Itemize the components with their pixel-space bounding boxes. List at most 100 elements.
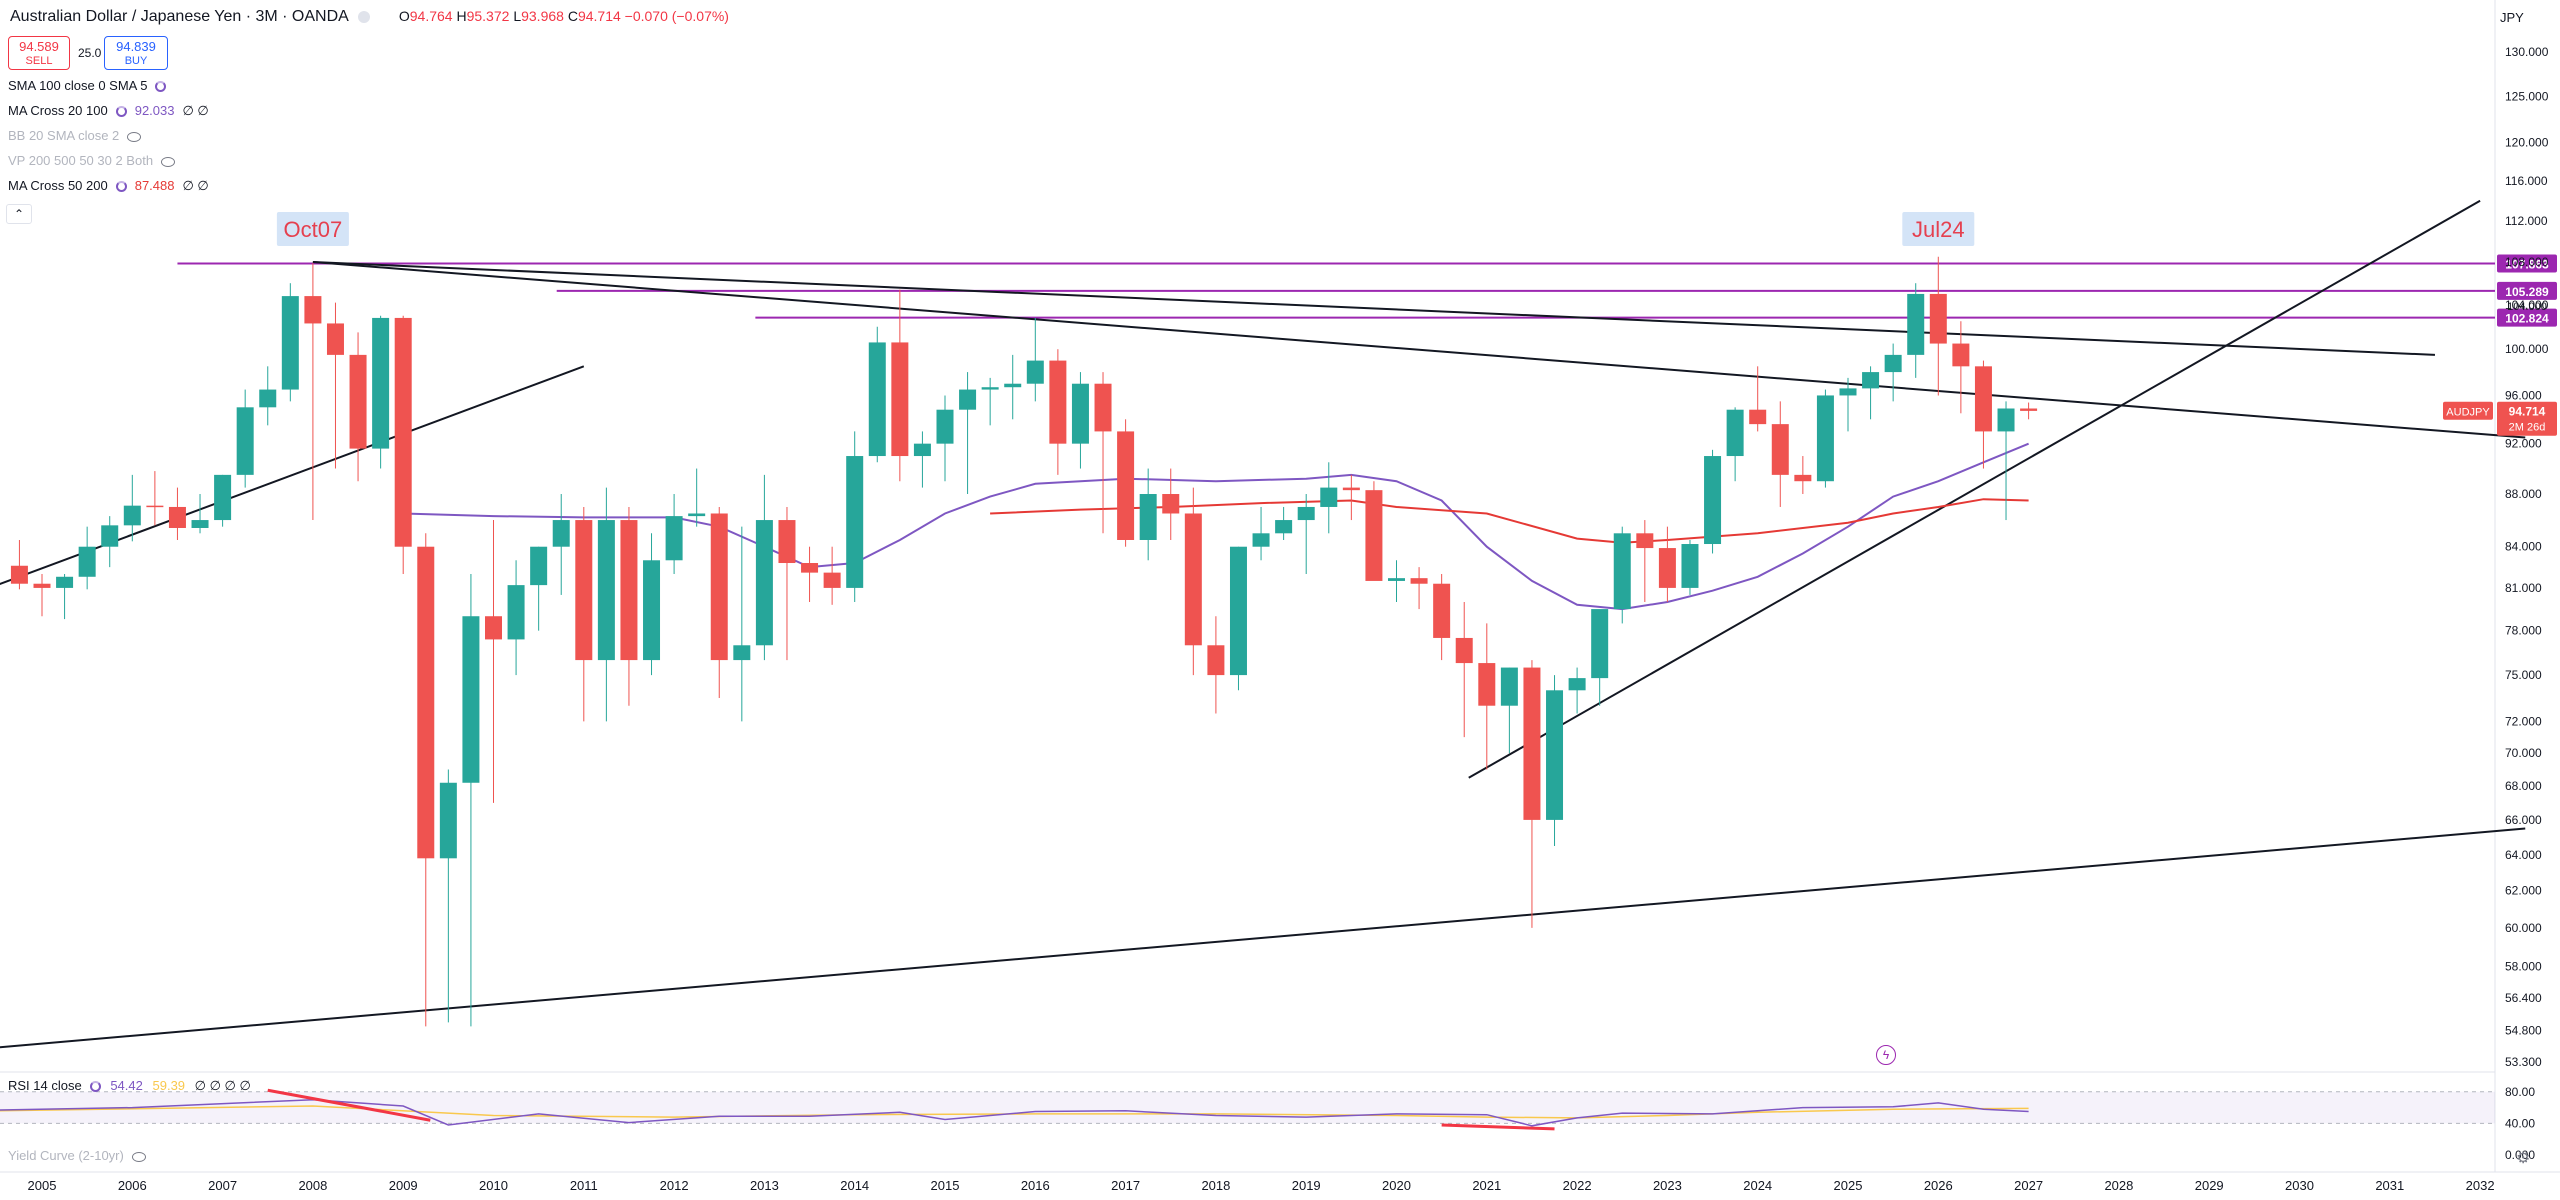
candle-body xyxy=(710,513,728,661)
candle xyxy=(101,516,119,568)
candle-body xyxy=(1500,667,1518,706)
annotation-box xyxy=(1902,212,1975,246)
candle-body xyxy=(1004,383,1022,388)
x-tick-label: 2005 xyxy=(28,1178,57,1193)
hidden-eye-icon[interactable] xyxy=(127,131,142,142)
x-tick-label: 2017 xyxy=(1111,1178,1140,1193)
hidden-eye-icon[interactable] xyxy=(161,156,176,167)
candle xyxy=(485,520,502,803)
candle xyxy=(168,487,186,540)
candle-body xyxy=(1071,383,1089,444)
candle xyxy=(1162,468,1180,540)
candle-body xyxy=(1252,533,1270,547)
ohlc-values: O94.764 H95.372 L93.968 C94.714 −0.070 (… xyxy=(398,8,729,24)
y-tick-label: 75.000 xyxy=(2505,668,2542,682)
y-tick-label: 100.000 xyxy=(2505,342,2549,356)
indicator-legend-vp[interactable]: VP 200 500 50 30 2 Both xyxy=(8,153,176,168)
settings-cycle-icon[interactable] xyxy=(89,1081,101,1093)
collapse-legend-chevron-up-icon[interactable]: ⌃ xyxy=(6,204,32,224)
candle-body xyxy=(485,616,502,640)
gear-icon[interactable]: ⚙ xyxy=(2516,1150,2531,1167)
candle xyxy=(733,526,751,722)
candle-body xyxy=(123,505,141,526)
candle-body xyxy=(620,520,638,661)
trendline xyxy=(0,365,585,586)
y-tick-label: 104.000 xyxy=(2505,298,2549,312)
candle-body xyxy=(823,572,841,588)
candle-body xyxy=(665,516,683,561)
buy-button[interactable]: 94.839 BUY xyxy=(104,36,168,70)
candle-body xyxy=(1658,548,1676,588)
candle-body xyxy=(1771,424,1789,475)
indicator-legend-sma[interactable]: SMA 100 close 0 SMA 5 xyxy=(8,78,167,93)
candle xyxy=(259,366,277,426)
candle xyxy=(1726,407,1744,482)
x-tick-label: 2028 xyxy=(2104,1178,2133,1193)
rsi-tick-label: 0.000 xyxy=(2505,1148,2535,1162)
candle xyxy=(688,468,706,527)
candle xyxy=(1884,343,1902,402)
candle xyxy=(1094,372,1112,534)
candle-body xyxy=(891,342,909,457)
y-tick-label: 120.000 xyxy=(2505,136,2549,150)
x-tick-label: 2010 xyxy=(479,1178,508,1193)
indicator-legend-ma-cross-50-200[interactable]: MA Cross 50 200 87.488 ∅ ∅ xyxy=(8,178,209,193)
candle-body xyxy=(1049,360,1067,444)
settings-cycle-icon[interactable] xyxy=(155,81,167,93)
y-tick-label: 108.000 xyxy=(2505,255,2549,269)
candle xyxy=(1500,667,1518,754)
annotation-box xyxy=(276,212,349,246)
x-tick-label: 2013 xyxy=(750,1178,779,1193)
indicator-legend-bb[interactable]: BB 20 SMA close 2 xyxy=(8,128,142,143)
candle xyxy=(191,494,209,534)
x-tick-label: 2029 xyxy=(2195,1178,2224,1193)
candle-body xyxy=(1523,667,1541,820)
candle xyxy=(891,289,909,482)
candle xyxy=(394,315,412,575)
candle xyxy=(643,533,661,676)
candle-body xyxy=(1026,360,1044,384)
candle-body xyxy=(1636,533,1654,549)
symbol-title[interactable]: Australian Dollar / Japanese Yen · 3M · … xyxy=(10,8,348,25)
price-tag-label: 104.000 xyxy=(2507,301,2547,313)
y-tick-label: 66.000 xyxy=(2505,813,2542,827)
candle-body xyxy=(1184,513,1202,646)
sell-button[interactable]: 94.589 SELL xyxy=(8,36,70,70)
yield-curve-legend[interactable]: Yield Curve (2-10yr) xyxy=(8,1148,146,1163)
rsi-legend[interactable]: RSI 14 close 54.42 59.39 ∅ ∅ ∅ ∅ xyxy=(8,1078,251,1093)
candle xyxy=(33,574,51,617)
candle-body xyxy=(1162,494,1180,514)
candle-body xyxy=(439,782,457,859)
candle-body xyxy=(1884,354,1902,373)
level-price-tag-label: 105.289 xyxy=(2505,285,2549,299)
candle-body xyxy=(1320,487,1338,507)
candle-body xyxy=(56,576,74,588)
y-tick-label: 64.000 xyxy=(2505,848,2542,862)
x-tick-label: 2020 xyxy=(1382,1178,1411,1193)
y-tick-label: 130.000 xyxy=(2505,45,2549,59)
indicator-legend-ma-cross-20-100[interactable]: MA Cross 20 100 92.033 ∅ ∅ xyxy=(8,103,209,118)
settings-cycle-icon[interactable] xyxy=(115,106,127,118)
candle xyxy=(78,526,96,590)
rsi-tick-label: 80.00 xyxy=(2505,1085,2535,1099)
last-price-label: 94.714 xyxy=(2509,405,2546,419)
candle xyxy=(552,494,570,595)
candle xyxy=(507,560,525,676)
candle xyxy=(1275,506,1293,540)
candle-body xyxy=(326,323,344,355)
currency-label[interactable]: JPY xyxy=(2500,10,2524,25)
candle xyxy=(1794,456,1812,495)
x-tick-label: 2024 xyxy=(1743,1178,1772,1193)
candle xyxy=(372,315,390,469)
x-tick-label: 2018 xyxy=(1201,1178,1230,1193)
hidden-eye-icon[interactable] xyxy=(131,1151,146,1162)
candle xyxy=(868,326,886,463)
settings-cycle-icon[interactable] xyxy=(115,181,127,193)
candle xyxy=(1974,360,1992,469)
x-tick-label: 2026 xyxy=(1924,1178,1953,1193)
lightning-icon[interactable]: ϟ xyxy=(1876,1045,1896,1065)
y-tick-label: 58.000 xyxy=(2505,959,2542,973)
candle xyxy=(1997,401,2015,521)
candle xyxy=(846,431,864,602)
